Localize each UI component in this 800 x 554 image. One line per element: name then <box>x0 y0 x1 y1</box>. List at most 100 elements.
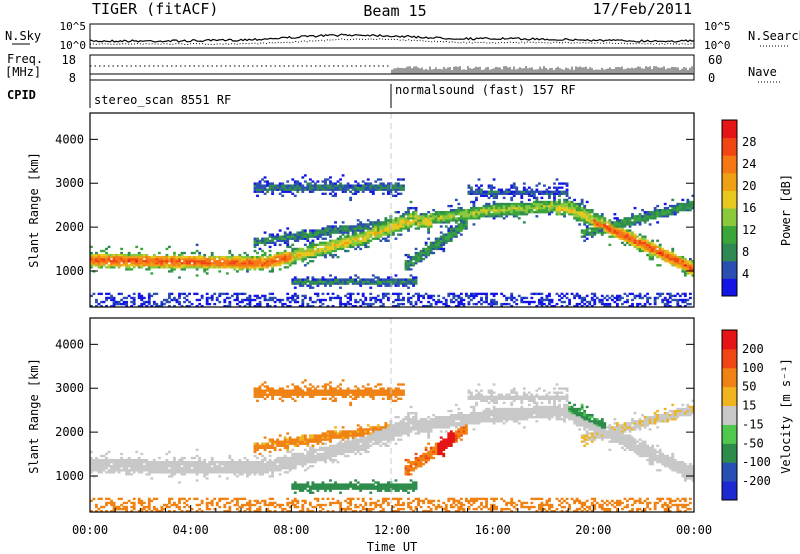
power-cell <box>253 249 257 253</box>
power-cell <box>293 255 297 259</box>
power-cell <box>583 213 587 216</box>
power-cell <box>110 264 113 267</box>
power-cell <box>298 237 302 240</box>
power-cell <box>638 247 642 251</box>
power-cell <box>303 186 307 189</box>
power-cell <box>507 296 511 300</box>
power-cell <box>407 280 410 283</box>
velocity-cell <box>306 467 310 470</box>
power-cell <box>457 296 461 300</box>
velocity-cell <box>125 507 129 511</box>
velocity-cell <box>100 454 103 458</box>
power-cell <box>548 200 551 204</box>
power-cell <box>517 217 521 220</box>
power-cell <box>407 217 410 220</box>
power-cell <box>407 300 410 304</box>
power-cell <box>288 262 292 265</box>
power-cell <box>349 227 353 230</box>
power-cell <box>636 219 639 222</box>
power-cell <box>540 211 544 214</box>
power-cell <box>510 198 514 202</box>
velocity-cell <box>225 471 229 474</box>
velocity-cell <box>190 456 194 460</box>
power-cell <box>296 257 300 261</box>
power-cell <box>651 243 655 247</box>
power-cell <box>454 208 458 212</box>
velocity-cell <box>152 462 156 466</box>
power-cell <box>127 257 131 261</box>
power-cell <box>198 251 202 255</box>
power-cell <box>673 294 677 298</box>
power-cell <box>301 255 305 259</box>
velocity-cell <box>218 460 222 464</box>
power-cell <box>286 235 290 238</box>
velocity-cell <box>276 393 280 396</box>
power-cell <box>266 266 269 269</box>
power-cell <box>656 245 660 249</box>
velocity-cell <box>273 391 277 394</box>
power-cell <box>359 233 363 236</box>
velocity-cell <box>278 444 282 447</box>
velocity-cell <box>246 469 249 472</box>
power-cell <box>329 180 332 183</box>
power-cell <box>180 253 184 257</box>
power-cell <box>303 251 307 255</box>
power-cell <box>157 264 161 267</box>
power-cell <box>515 211 519 214</box>
power-cell <box>452 219 456 222</box>
power-cell <box>500 192 504 195</box>
power-cell <box>517 202 521 206</box>
power-cell <box>658 247 662 251</box>
power-cell <box>490 190 493 193</box>
power-cell <box>641 235 644 238</box>
power-cell <box>203 270 207 273</box>
velocity-cell <box>145 458 149 462</box>
power-cell <box>321 237 325 240</box>
velocity-cell <box>235 467 239 470</box>
power-cell <box>374 276 378 279</box>
power-cell <box>356 184 360 187</box>
power-cell <box>235 262 239 265</box>
power-cell <box>666 206 670 210</box>
power-cell <box>316 292 320 296</box>
power-cell <box>610 235 614 238</box>
velocity-cell <box>251 462 254 466</box>
power-cell <box>173 260 176 263</box>
power-cell <box>117 255 121 259</box>
velocity-cell <box>235 462 239 466</box>
power-cell <box>268 262 272 265</box>
velocity-cell <box>286 462 290 466</box>
power-cell <box>492 200 496 204</box>
power-cell <box>414 253 418 257</box>
power-cell <box>190 257 194 261</box>
power-cell <box>623 300 627 304</box>
velocity-cell <box>162 503 166 507</box>
velocity-cell <box>313 440 317 443</box>
power-cell <box>213 266 217 269</box>
power-cell <box>631 298 634 302</box>
power-cell <box>510 208 514 212</box>
power-cell <box>419 260 423 263</box>
power-cell <box>351 304 355 308</box>
power-cell <box>376 278 380 281</box>
power-cell <box>110 255 113 259</box>
power-cell <box>326 280 330 283</box>
power-cell <box>346 243 350 247</box>
power-cell <box>120 253 124 257</box>
velocity-cell <box>276 438 280 441</box>
power-cell <box>651 251 655 255</box>
power-cell <box>668 253 672 257</box>
velocity-cell <box>303 499 307 503</box>
power-cell <box>661 253 665 257</box>
power-cell <box>578 215 582 218</box>
velocity-cell <box>243 460 247 464</box>
velocity-cell <box>283 444 287 447</box>
velocity-cell <box>301 487 305 490</box>
velocity-cell <box>147 467 151 470</box>
power-cell <box>354 229 358 232</box>
velocity-cell <box>238 509 242 513</box>
power-cell <box>651 257 655 261</box>
power-cell <box>371 280 375 283</box>
power-cell <box>218 300 222 304</box>
power-cell <box>339 235 342 238</box>
